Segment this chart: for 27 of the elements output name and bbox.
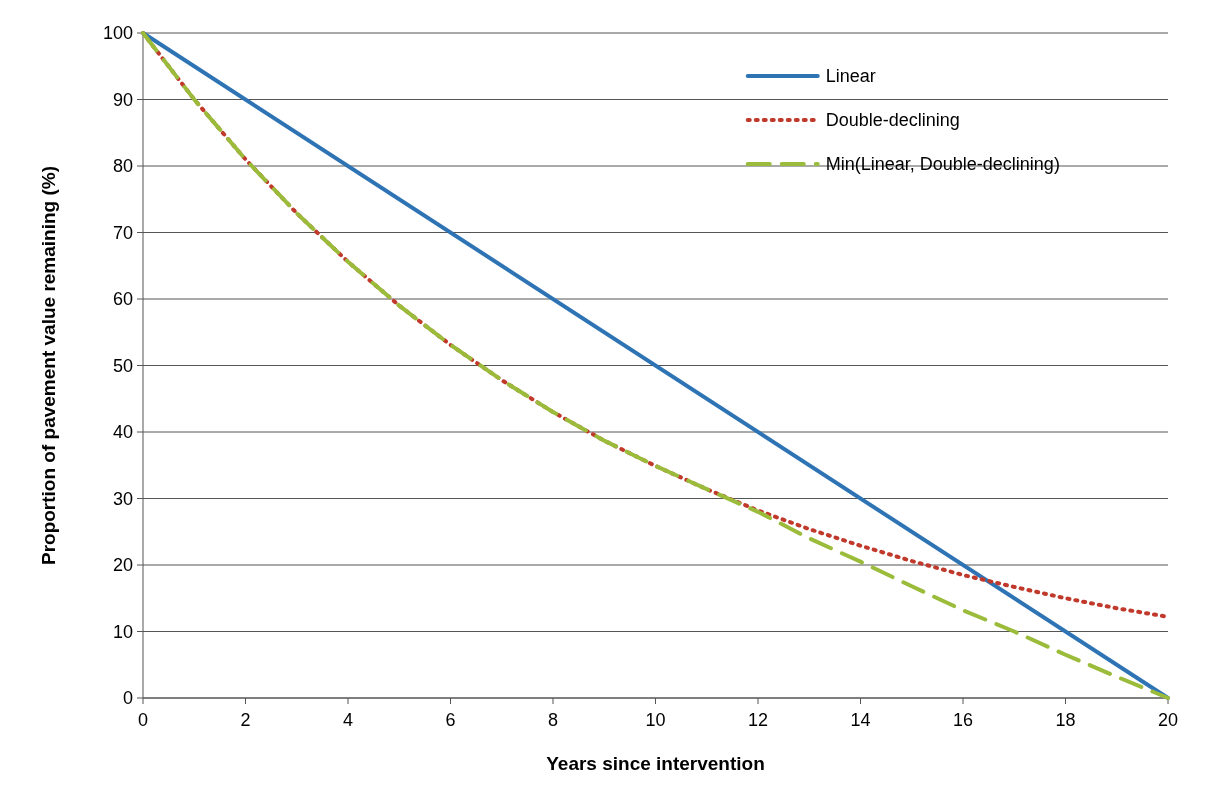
x-tick-label: 10 — [645, 710, 666, 730]
y-tick-label: 20 — [112, 555, 133, 576]
x-tick-label: 12 — [747, 710, 769, 730]
x-tick-label: 18 — [1055, 710, 1076, 730]
x-tick-label: 6 — [445, 710, 456, 730]
y-tick-label: 80 — [112, 156, 133, 177]
legend-label: Double-declining — [825, 110, 960, 131]
y-tick-label: 100 — [102, 23, 133, 44]
y-tick-label: 60 — [112, 289, 133, 310]
y-axis-title: Proportion of pavement value remaining (%) — [38, 165, 59, 566]
x-tick-label: 16 — [952, 710, 974, 730]
y-tick-label: 30 — [112, 488, 133, 509]
y-tick-label: 0 — [122, 688, 133, 709]
y-tick-label: 90 — [112, 89, 133, 110]
x-tick-label: 2 — [240, 710, 251, 730]
y-tick-label: 50 — [112, 355, 133, 376]
y-tick-label: 40 — [112, 422, 133, 443]
x-tick-label: 0 — [137, 710, 149, 730]
legend-label: Min(Linear, Double-declining) — [825, 154, 1060, 175]
x-tick-label: 8 — [547, 710, 559, 730]
x-axis-title: Years since intervention — [546, 753, 765, 774]
y-tick-label: 70 — [112, 222, 133, 243]
x-tick-label: 4 — [342, 710, 354, 730]
y-tick-label: 10 — [112, 621, 133, 642]
legend-label: Linear — [825, 66, 876, 87]
x-tick-label: 14 — [850, 710, 871, 730]
x-tick-label: 20 — [1157, 710, 1179, 730]
